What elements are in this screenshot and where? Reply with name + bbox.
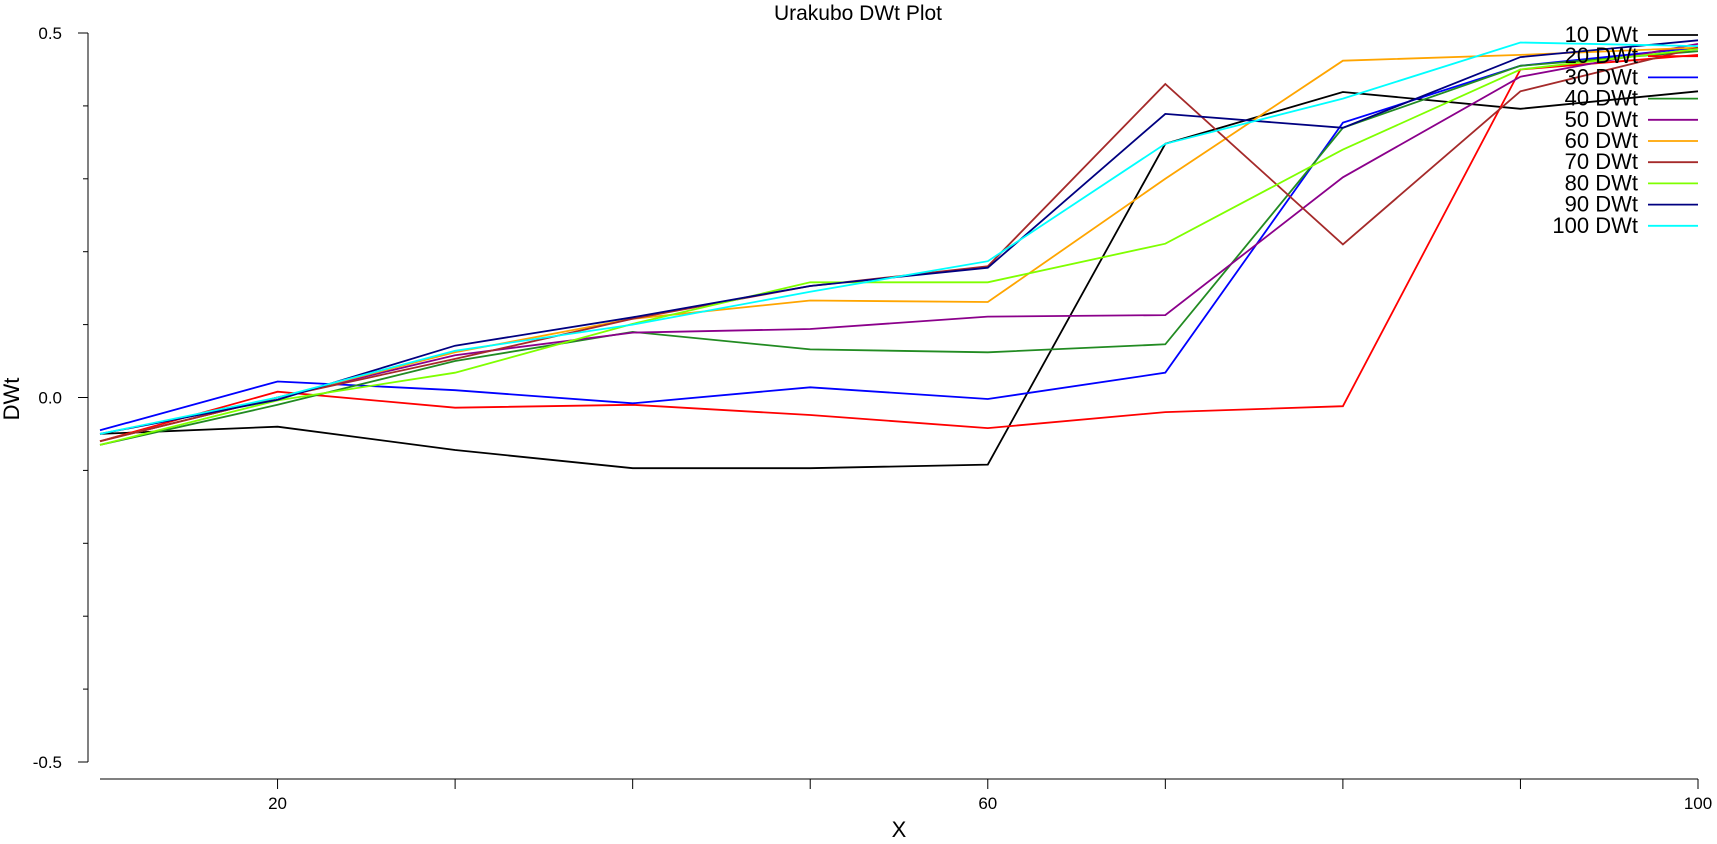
series-line-20-dwt (99, 54, 1699, 443)
series-line-10-dwt (99, 90, 1699, 470)
series-line-80-dwt (99, 48, 1699, 446)
y-axis: -0.5 0.0 0.5 (33, 24, 89, 772)
legend-label: 90 DWt (1565, 192, 1638, 217)
series-line-100-dwt (99, 41, 1699, 435)
legend-label: 10 DWt (1565, 22, 1638, 47)
series-line-60-dwt (99, 46, 1699, 443)
legend-label: 50 DWt (1565, 107, 1638, 132)
chart-title: Urakubo DWt Plot (774, 2, 942, 25)
legend-label: 40 DWt (1565, 86, 1638, 111)
x-tick-label: 60 (978, 794, 997, 813)
legend-label: 100 DWt (1552, 213, 1638, 238)
series-line-30-dwt (99, 46, 1699, 432)
y-axis-title: DWt (0, 378, 24, 421)
series-line-50-dwt (99, 43, 1699, 443)
x-axis-title: X (892, 817, 907, 842)
y-tick-label: 0.0 (38, 389, 62, 408)
legend-label: 60 DWt (1565, 128, 1638, 153)
legend-label: 30 DWt (1565, 64, 1638, 89)
y-tick-label: -0.5 (33, 753, 62, 772)
series-line-40-dwt (99, 50, 1699, 446)
series-line-90-dwt (99, 39, 1699, 435)
legend-label: 80 DWt (1565, 170, 1638, 195)
legend-label: 20 DWt (1565, 43, 1638, 68)
series-group (99, 39, 1699, 470)
y-tick-label: 0.5 (38, 24, 62, 43)
x-axis: 20 60 100 (100, 778, 1712, 813)
x-tick-label: 20 (268, 794, 287, 813)
legend-label: 70 DWt (1565, 149, 1638, 174)
x-tick-label: 100 (1684, 794, 1712, 813)
